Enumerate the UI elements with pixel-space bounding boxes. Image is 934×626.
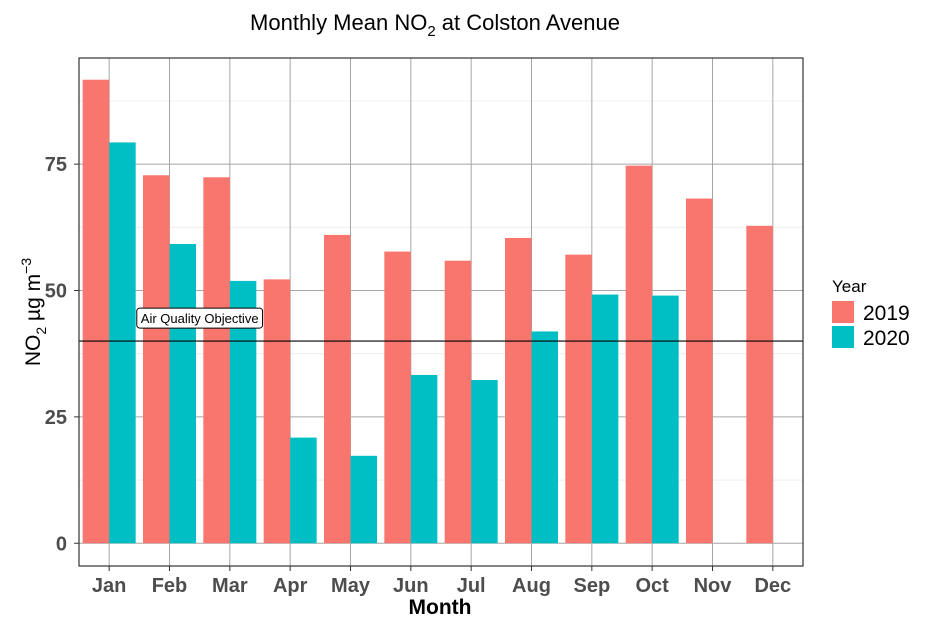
bar-2019-dec bbox=[746, 225, 773, 544]
legend-label-2019: 2019 bbox=[863, 302, 910, 325]
bar-2020-may bbox=[350, 455, 377, 544]
bar-2019-sep bbox=[565, 254, 592, 544]
y-axis-ticks: 0 25 50 75 bbox=[45, 154, 79, 555]
bar-2020-feb bbox=[169, 244, 196, 544]
y-tick-label: 0 bbox=[56, 533, 67, 555]
bar-2020-jul bbox=[471, 379, 498, 544]
x-tick-label-jul: Jul bbox=[457, 575, 486, 597]
legend-swatch-2020 bbox=[832, 326, 854, 348]
y-axis-label-superscript: −3 bbox=[18, 258, 34, 274]
legend-title: Year bbox=[832, 277, 867, 296]
reference-label-box bbox=[136, 307, 264, 329]
reference-line-group: Air Quality Objective bbox=[79, 307, 803, 342]
bar-2019-feb bbox=[143, 175, 170, 544]
bar-2019-may bbox=[324, 234, 351, 544]
legend-swatch-2019 bbox=[832, 301, 854, 323]
x-axis-ticks: Jan Feb Mar Apr May Jun Jul Aug Sep Oct Nov Dec bbox=[92, 566, 791, 597]
bar-2019-oct bbox=[625, 165, 653, 544]
bar-2019-nov bbox=[686, 198, 713, 544]
y-tick-label: 75 bbox=[45, 154, 67, 176]
legend-label-2020: 2020 bbox=[863, 327, 910, 350]
bars bbox=[82, 79, 773, 544]
chart-title-suffix: at Colston Avenue bbox=[436, 10, 620, 35]
x-tick-label-feb: Feb bbox=[152, 575, 188, 597]
bar-2020-jun bbox=[410, 374, 438, 544]
bar-2020-oct bbox=[652, 295, 679, 544]
x-tick-label-may: May bbox=[331, 575, 371, 597]
chart-title-main: Monthly Mean NO bbox=[250, 10, 427, 35]
bar-2020-sep bbox=[591, 294, 619, 544]
bar-2020-apr bbox=[290, 437, 317, 544]
x-tick-label-sep: Sep bbox=[573, 575, 610, 597]
x-tick-label-jun: Jun bbox=[393, 575, 429, 597]
bar-2019-mar bbox=[203, 177, 230, 544]
y-axis-label: NO2 µg m−3 bbox=[18, 258, 49, 366]
x-tick-label-mar: Mar bbox=[212, 575, 248, 597]
bar-2020-aug bbox=[531, 331, 558, 544]
y-tick-label: 50 bbox=[45, 281, 67, 303]
chart-title: Monthly Mean NO2 at Colston Avenue bbox=[250, 10, 620, 40]
x-tick-label-apr: Apr bbox=[273, 575, 308, 597]
y-axis-label-unit: µg m bbox=[22, 274, 45, 327]
bar-2019-aug bbox=[505, 237, 532, 544]
bar-2019-jul bbox=[444, 260, 472, 544]
bar-2019-jun bbox=[384, 251, 411, 544]
y-axis-label-subscript: 2 bbox=[33, 327, 49, 335]
x-tick-label-nov: Nov bbox=[694, 575, 733, 597]
y-axis-label-main: NO bbox=[22, 335, 45, 367]
x-tick-label-dec: Dec bbox=[754, 575, 791, 597]
reference-label: Air Quality Objective bbox=[141, 311, 259, 326]
x-tick-label-aug: Aug bbox=[512, 575, 551, 597]
plot-border bbox=[78, 57, 804, 567]
y-tick-label: 25 bbox=[45, 407, 67, 429]
bar-2019-jan bbox=[82, 79, 110, 544]
x-tick-label-oct: Oct bbox=[635, 575, 669, 597]
x-axis-label: Month bbox=[409, 596, 472, 619]
bar-2019-apr bbox=[263, 279, 291, 544]
x-tick-label-jan: Jan bbox=[92, 575, 126, 597]
chart-title-subscript: 2 bbox=[427, 23, 435, 40]
bar-2020-jan bbox=[109, 142, 136, 544]
